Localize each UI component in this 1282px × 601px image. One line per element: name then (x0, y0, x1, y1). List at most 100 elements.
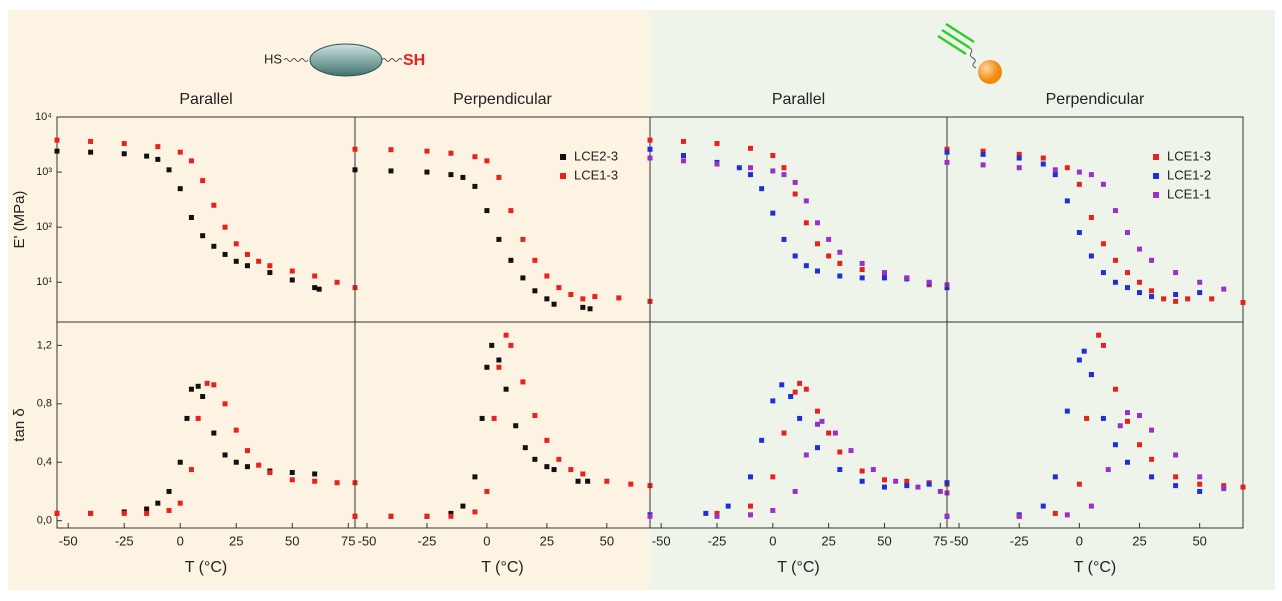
data-point (551, 301, 557, 307)
data-point (1064, 512, 1070, 518)
data-point (388, 168, 394, 174)
legend-marker (560, 173, 566, 179)
data-point (1173, 298, 1179, 304)
data-point (1161, 296, 1167, 302)
data-point (788, 394, 794, 400)
data-point (312, 478, 318, 484)
data-point (680, 138, 686, 144)
data-point (144, 510, 150, 516)
data-point (881, 477, 887, 483)
data-point (1209, 296, 1215, 302)
data-point (587, 306, 593, 312)
data-point (803, 220, 809, 226)
y-tick-label: 10³ (36, 166, 52, 178)
data-point (714, 513, 720, 519)
data-point (604, 478, 610, 484)
data-point (520, 275, 526, 281)
y-tick-label: 10⁴ (35, 111, 52, 123)
data-point (544, 273, 550, 279)
data-point (1040, 161, 1046, 167)
data-point (334, 279, 340, 285)
x-axis-label: T (°C) (481, 559, 524, 576)
data-point (448, 172, 454, 178)
data-point (736, 165, 742, 171)
panel: T (°C) -50 -25 0 25 50 (352, 321, 653, 576)
data-point (1096, 332, 1102, 338)
data-point (1112, 257, 1118, 263)
data-point (859, 468, 865, 474)
data-point (832, 430, 838, 436)
data-point (472, 509, 478, 515)
data-point (484, 364, 490, 370)
data-point (484, 158, 490, 164)
data-point (703, 510, 709, 516)
data-point (544, 437, 550, 443)
data-point (1149, 288, 1155, 294)
data-point (1173, 270, 1179, 276)
data-point (1076, 230, 1082, 236)
y-tick-label: 0,0 (37, 515, 52, 527)
data-point (1112, 279, 1118, 285)
x-tick-label: 75 (933, 533, 947, 548)
data-point (859, 275, 865, 281)
right-background (650, 10, 1275, 590)
data-point (388, 513, 394, 519)
data-point (792, 389, 798, 395)
x-tick-label: -50 (59, 533, 78, 548)
x-tick-label: -50 (652, 533, 671, 548)
data-point (781, 172, 787, 178)
data-point (233, 241, 239, 247)
data-point (1124, 270, 1130, 276)
data-point (814, 445, 820, 451)
data-point (1081, 348, 1087, 354)
panel: Perpendicular LCE1-3 LCE1-2 LCE1-1 (944, 91, 1246, 323)
data-point (837, 449, 843, 455)
data-point (1112, 442, 1118, 448)
data-point (1084, 415, 1090, 421)
x-tick-label: 75 (341, 533, 355, 548)
data-point (334, 480, 340, 486)
data-point (256, 462, 262, 468)
data-point (1088, 253, 1094, 259)
data-point (1197, 279, 1203, 285)
data-point (424, 148, 430, 154)
data-point (496, 357, 502, 363)
data-point (819, 418, 825, 424)
data-point (520, 379, 526, 385)
data-point (944, 146, 950, 152)
data-point (1117, 423, 1123, 429)
data-point (267, 469, 273, 475)
data-point (1052, 510, 1058, 516)
data-point (1100, 241, 1106, 247)
data-point (155, 500, 161, 506)
legend-label: LCE1-1 (1167, 186, 1211, 201)
data-point (714, 161, 720, 167)
data-point (532, 456, 538, 462)
data-point (1040, 503, 1046, 509)
data-point (1016, 513, 1022, 519)
data-point (580, 296, 586, 302)
data-point (1064, 408, 1070, 414)
data-point (647, 513, 653, 519)
data-point (121, 151, 127, 157)
legend-label: LCE1-2 (1167, 167, 1211, 182)
data-point (522, 445, 528, 451)
data-point (575, 478, 581, 484)
data-point (352, 513, 358, 519)
x-tick-label: 0 (177, 533, 184, 548)
data-point (1016, 155, 1022, 161)
data-point (881, 270, 887, 276)
data-point (1240, 484, 1246, 490)
data-point (424, 169, 430, 175)
data-point (826, 236, 832, 242)
data-point (1100, 415, 1106, 421)
data-point (881, 484, 887, 490)
data-point (1137, 413, 1143, 419)
data-point (1088, 503, 1094, 509)
x-tick-label: -25 (708, 533, 727, 548)
data-point (770, 507, 776, 513)
data-point (647, 137, 653, 143)
data-point (503, 386, 509, 392)
data-point (289, 268, 295, 274)
